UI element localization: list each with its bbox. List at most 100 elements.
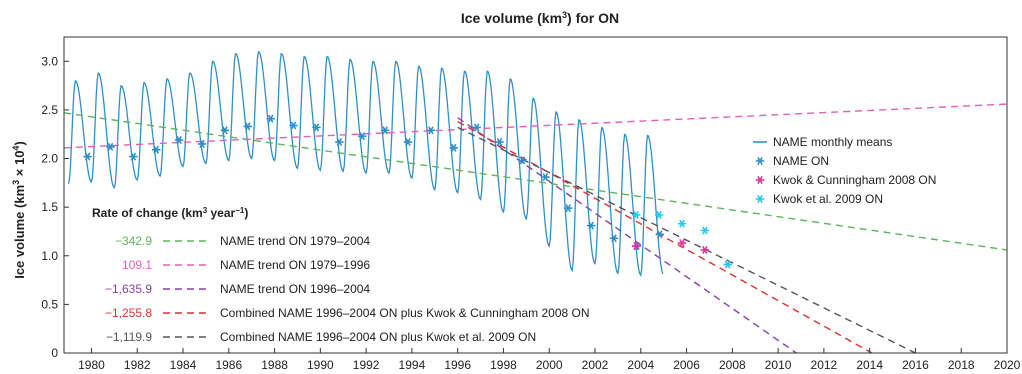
x-tick-label-7: 1994 (399, 358, 426, 372)
rate-of-change-legend: Rate of change (km3 year−1) −342.9 NAME t… (92, 206, 590, 345)
x-tick-label-10: 2000 (536, 358, 563, 372)
rate-legend-label-1: NAME trend ON 1979–1996 (220, 258, 370, 272)
y-tick-label-3: 1.5 (41, 200, 58, 214)
name-on-point-3-stroke (153, 145, 160, 154)
rate-value-3: −1,255.8 (105, 306, 152, 320)
name-on-point-11 (335, 137, 344, 147)
rate-legend-label-3: Combined NAME 1996–2004 ON plus Kwok & C… (220, 306, 590, 320)
kwok2009-point-2 (677, 219, 687, 228)
plot-frame (63, 36, 1008, 354)
name-on-point-9 (289, 121, 298, 130)
legend-label-3: Kwok et al. 2009 ON (773, 192, 883, 206)
x-tick-label-16: 2012 (811, 358, 838, 372)
kwok-cunningham-point-1 (677, 239, 687, 248)
name-on-point-10 (312, 123, 321, 132)
name-on-point-17 (472, 123, 481, 132)
name-on-point-14 (403, 137, 413, 147)
rate-value-1: 109.1 (122, 258, 152, 272)
trend-line-2 (457, 117, 797, 353)
x-tick-label-1: 1982 (124, 358, 151, 372)
axis-ticks: 1980 1982 1984 1986 1988 1990 1992 1994 1996 1998… (41, 54, 1020, 372)
series-monthly-means-line (67, 50, 664, 277)
name-on-point-14-stroke (405, 137, 411, 147)
name-on-point-20 (541, 172, 550, 182)
kwok2009-point-3 (700, 226, 710, 235)
name-on-point-3 (152, 145, 161, 154)
kwok2009-point-4-stroke (724, 260, 731, 269)
name-on-point-13 (380, 126, 390, 135)
x-tick-label-0: 1980 (78, 358, 105, 372)
x-tick-label-2: 1984 (170, 358, 197, 372)
series-legend: NAME monthly means NAME ON Kwok & Cunningh… (753, 135, 936, 206)
kwok2009-point-3-stroke (702, 226, 708, 235)
rate-legend-label-2: NAME trend ON 1996–2004 (220, 282, 370, 296)
kwok2009-point-0-stroke (633, 210, 640, 219)
x-tick-label-9: 1998 (490, 358, 517, 372)
name-on-point-7-stroke (245, 122, 251, 131)
name-on-point-0 (83, 152, 92, 161)
name-on-point-8-stroke (267, 114, 274, 123)
x-tick-label-19: 2018 (948, 358, 975, 372)
y-tick-label-2: 1.0 (41, 249, 58, 263)
legend-swatch-2 (755, 175, 765, 185)
x-tick-label-11: 2002 (582, 358, 609, 372)
rate-legend-label-0: NAME trend ON 1979–2004 (220, 234, 370, 248)
name-on-point-1-stroke (107, 142, 114, 151)
legend-swatch-3 (755, 194, 765, 204)
legend-label-0: NAME monthly means (773, 135, 892, 149)
name-on-point-6-stroke (222, 126, 228, 135)
name-on-point-10-stroke (313, 123, 320, 132)
name-on-point-16 (449, 143, 458, 152)
name-on-point-25 (655, 230, 664, 239)
name-on-point-0-stroke (84, 152, 91, 161)
name-on-point-21-stroke (565, 204, 572, 213)
plot-inner (64, 50, 1007, 353)
rate-legend-label-4: Combined NAME 1996–2004 ON plus Kwok et … (220, 330, 536, 344)
name-on-point-22-stroke (588, 221, 594, 230)
kwok2009-point-1 (654, 210, 664, 219)
x-tick-label-5: 1990 (307, 358, 334, 372)
name-on-point-22 (586, 221, 596, 230)
rate-value-0: −342.9 (115, 234, 152, 248)
name-on-point-9-stroke (290, 121, 297, 130)
trend-line-0 (64, 112, 1007, 251)
name-on-point-23 (609, 234, 619, 243)
x-tick-label-14: 2008 (719, 358, 746, 372)
kwok2009-point-4 (723, 260, 732, 269)
y-tick-label-0: 0 (51, 346, 58, 360)
legend-swatch-3-stroke (757, 194, 763, 204)
x-tick-label-6: 1992 (353, 358, 380, 372)
kwok-cunningham-point-0 (632, 242, 641, 251)
name-on-point-19-stroke (519, 156, 526, 165)
y-tick-label-5: 2.5 (41, 103, 58, 117)
trend-line-1 (64, 103, 1007, 149)
y-tick-label-4: 2.0 (41, 152, 58, 166)
x-tick-label-4: 1988 (261, 358, 288, 372)
y-tick-label-1: 0.5 (41, 297, 58, 311)
name-on-point-15-stroke (428, 126, 434, 135)
x-tick-label-17: 2014 (856, 358, 883, 372)
name-on-point-11-stroke (336, 137, 343, 147)
trend-line-4 (457, 126, 916, 353)
name-on-point-19 (518, 156, 527, 165)
x-tick-label-8: 1996 (444, 358, 471, 372)
kwok2009-point-2-stroke (679, 219, 685, 228)
name-on-point-23-stroke (611, 234, 617, 243)
x-tick-label-13: 2006 (673, 358, 700, 372)
name-on-point-5-stroke (199, 139, 205, 148)
name-on-point-5 (197, 139, 207, 148)
kwok-cunningham-point-1-stroke (679, 239, 685, 248)
name-on-point-12 (358, 132, 367, 141)
legend-label-1: NAME ON (773, 154, 829, 168)
name-on-point-6 (220, 126, 230, 135)
name-on-point-2 (129, 152, 138, 161)
name-on-point-1 (106, 142, 115, 151)
kwok-cunningham-point-2-stroke (702, 245, 708, 254)
name-on-point-2-stroke (130, 152, 137, 161)
rate-value-4: −1,119.9 (106, 330, 152, 344)
name-on-point-13-stroke (382, 126, 388, 135)
kwok2009-point-1-stroke (656, 210, 662, 219)
legend-swatch-1-stroke (757, 156, 763, 166)
kwok-cunningham-point-0-stroke (633, 242, 640, 251)
